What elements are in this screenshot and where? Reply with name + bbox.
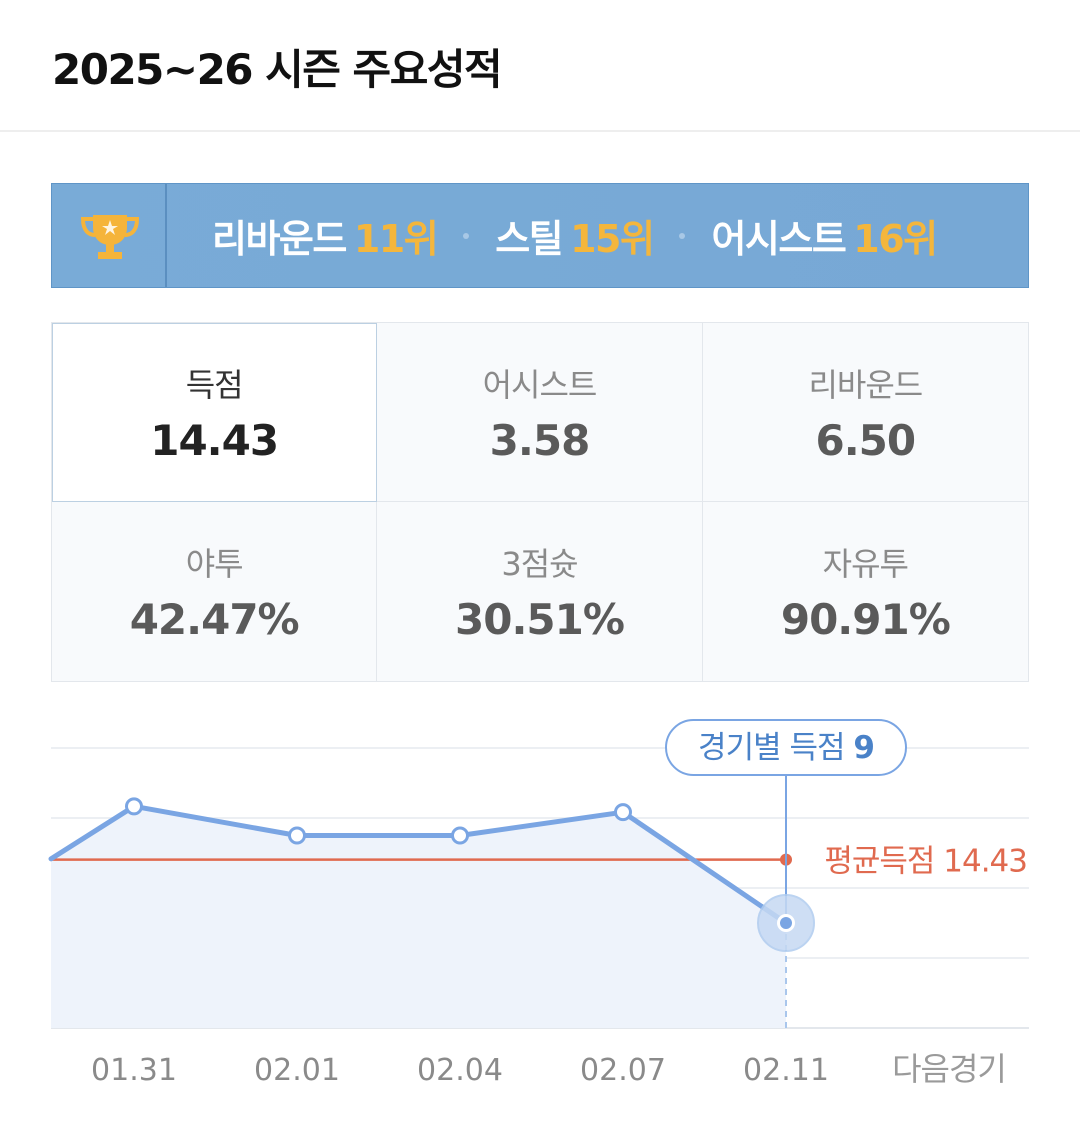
stat-value: 90.91% [780, 595, 951, 644]
x-tick-label: 02.04 [417, 1053, 503, 1088]
rank-separator-dot [679, 232, 686, 239]
data-point [451, 826, 469, 845]
data-point [780, 917, 792, 929]
average-label: 평균득점 14.43 [824, 844, 1027, 880]
tooltip-label: 경기별 득점 [698, 730, 853, 766]
rank-item-rebound: 리바운드 11위 [212, 217, 439, 261]
stat-value: 42.47% [129, 595, 300, 644]
x-tick-label: 02.07 [580, 1053, 666, 1088]
stat-cell-3pt[interactable]: 3점슛 30.51% [377, 502, 703, 681]
tooltip-text: 경기별 득점 9 [698, 730, 874, 766]
points-chart: 평균득점 14.43 경기별 득점 9 01.31 02.01 02.04 02.07 02… [0, 700, 1080, 1141]
stat-cell-ft[interactable]: 자유투 90.91% [703, 502, 1028, 681]
x-tick-next-game: 다음경기 [892, 1050, 1006, 1088]
chart-area-fill [51, 806, 786, 1028]
tooltip-value: 9 [853, 730, 874, 766]
title-divider [0, 130, 1080, 132]
tooltip-bubble [665, 719, 907, 776]
stat-label: 야투 [185, 545, 244, 583]
data-point [125, 797, 143, 816]
rank-items: 리바운드 11위 스틸 15위 어시스트 16위 [212, 184, 938, 287]
stat-value: 30.51% [455, 595, 625, 644]
series-line [48, 803, 789, 926]
data-point [288, 826, 306, 845]
stat-cell-points[interactable]: 득점 14.43 [52, 323, 378, 502]
trophy-icon [80, 215, 140, 259]
stat-value: 14.43 [150, 415, 279, 465]
data-point [614, 803, 632, 822]
x-tick-label: 02.01 [254, 1053, 340, 1088]
rank-separator-dot [463, 232, 470, 239]
rank-banner: 리바운드 11위 스틸 15위 어시스트 16위 [51, 183, 1029, 288]
x-tick-label: 02.11 [743, 1053, 829, 1088]
stat-label: 리바운드 [808, 365, 923, 404]
stat-value: 6.50 [815, 415, 917, 465]
stat-cell-assists[interactable]: 어시스트 3.58 [377, 323, 703, 502]
stat-label: 자유투 [822, 545, 909, 583]
rank-item-steal: 스틸 15위 [495, 217, 655, 261]
page-title: 2025~26 시즌 주요성적 [52, 45, 503, 94]
rank-value-rebound: 11위 [353, 217, 439, 261]
rank-value-assist: 16위 [853, 217, 938, 261]
trophy-box [52, 184, 167, 287]
stats-grid: 득점 14.43 어시스트 3.58 리바운드 6.50 야투 42.47% 3… [51, 322, 1029, 682]
x-tick-label: 01.31 [91, 1053, 177, 1088]
stat-label: 3점슛 [501, 545, 578, 583]
stat-label: 득점 [185, 365, 244, 404]
rank-value-steal: 15위 [570, 217, 655, 261]
rank-item-assist: 어시스트 16위 [711, 217, 938, 261]
stat-label: 어시스트 [482, 365, 598, 404]
stat-cell-fg[interactable]: 야투 42.47% [52, 502, 378, 681]
stat-value: 3.58 [489, 415, 591, 465]
stat-cell-rebounds[interactable]: 리바운드 6.50 [702, 323, 1028, 502]
line-chart-svg: 평균득점 14.43 경기별 득점 9 01.31 02.01 02.04 02.07 02… [48, 719, 1029, 1088]
